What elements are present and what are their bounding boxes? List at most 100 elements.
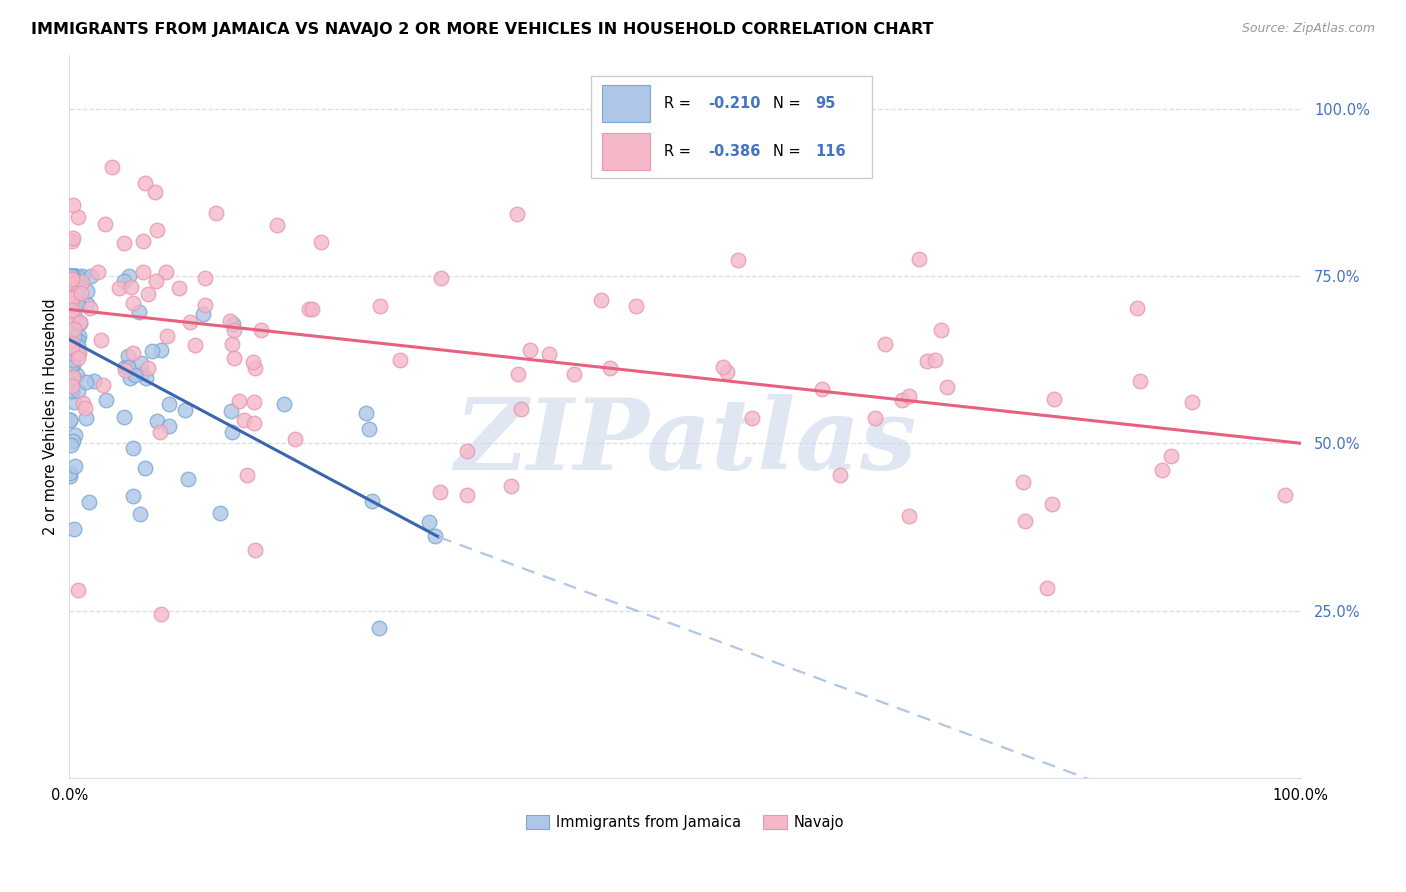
Point — [59, 268, 82, 283]
Point — [62, 522, 84, 536]
Point — [456, 488, 478, 502]
Point — [107, 281, 129, 295]
Point — [59, 469, 82, 483]
Point — [91, 378, 114, 392]
Point — [129, 356, 152, 370]
Point — [65, 293, 87, 308]
Point — [118, 268, 141, 283]
Point — [66, 295, 89, 310]
Text: N =: N = — [773, 145, 806, 160]
Point — [191, 307, 214, 321]
Point — [60, 268, 83, 283]
Point — [368, 621, 391, 635]
Point — [146, 414, 169, 428]
Point — [128, 304, 150, 318]
Point — [59, 346, 82, 360]
Point — [75, 411, 97, 425]
Point — [63, 268, 86, 283]
Point — [59, 291, 82, 305]
Point — [429, 484, 451, 499]
Point — [624, 299, 647, 313]
Point — [924, 353, 946, 368]
Point — [76, 284, 98, 298]
Point — [63, 321, 86, 335]
Point — [208, 506, 231, 520]
Point — [83, 374, 105, 388]
Point — [219, 313, 242, 327]
Point — [1043, 392, 1066, 407]
Point — [60, 343, 83, 358]
Point — [898, 509, 921, 524]
Point — [66, 368, 89, 382]
Legend: Immigrants from Jamaica, Navajo: Immigrants from Jamaica, Navajo — [520, 809, 851, 836]
Point — [60, 289, 83, 303]
Point — [131, 366, 153, 380]
Point — [67, 583, 90, 598]
Point — [149, 425, 172, 439]
Point — [266, 219, 288, 233]
Point — [873, 337, 896, 351]
Point — [72, 395, 94, 409]
Point — [591, 293, 613, 307]
Point — [1040, 496, 1063, 510]
Point — [1274, 488, 1296, 502]
Point — [124, 368, 146, 383]
Point — [221, 337, 243, 351]
Point — [599, 360, 621, 375]
Point — [66, 268, 89, 283]
Point — [898, 389, 921, 403]
Point — [418, 515, 440, 529]
Point — [908, 252, 931, 266]
Point — [67, 345, 90, 359]
Point — [222, 317, 245, 331]
Point — [62, 268, 84, 283]
Point — [59, 467, 82, 481]
Point — [63, 459, 86, 474]
Point — [60, 384, 83, 399]
Point — [135, 371, 157, 385]
Point — [59, 413, 82, 427]
Point — [936, 380, 959, 394]
Point — [228, 394, 250, 409]
Point — [60, 276, 83, 290]
Point — [117, 349, 139, 363]
Point — [63, 395, 86, 409]
Point — [242, 395, 264, 409]
Point — [222, 351, 245, 365]
Text: Source: ZipAtlas.com: Source: ZipAtlas.com — [1241, 22, 1375, 36]
Point — [63, 428, 86, 442]
Point — [62, 371, 84, 385]
Point — [430, 271, 453, 285]
Point — [141, 344, 163, 359]
Point — [177, 472, 200, 486]
Point — [499, 479, 522, 493]
Point — [62, 370, 84, 384]
FancyBboxPatch shape — [591, 76, 872, 178]
Point — [62, 353, 84, 368]
Point — [143, 185, 166, 199]
Text: 116: 116 — [815, 145, 846, 160]
Point — [60, 340, 83, 354]
Point — [301, 301, 323, 316]
Point — [1012, 475, 1035, 489]
Point — [184, 338, 207, 352]
Point — [120, 371, 142, 385]
Point — [357, 422, 380, 436]
Point — [60, 276, 83, 290]
Point — [1160, 449, 1182, 463]
Point — [506, 207, 529, 221]
Point — [59, 317, 82, 331]
Point — [915, 353, 938, 368]
Point — [65, 268, 87, 283]
Point — [59, 268, 82, 283]
Point — [243, 360, 266, 375]
Point — [194, 271, 217, 285]
Point — [67, 210, 90, 224]
Point — [77, 495, 100, 509]
Point — [73, 401, 96, 416]
Point — [456, 443, 478, 458]
Point — [283, 432, 305, 446]
Point — [79, 301, 101, 315]
Point — [62, 434, 84, 449]
Point — [62, 339, 84, 353]
